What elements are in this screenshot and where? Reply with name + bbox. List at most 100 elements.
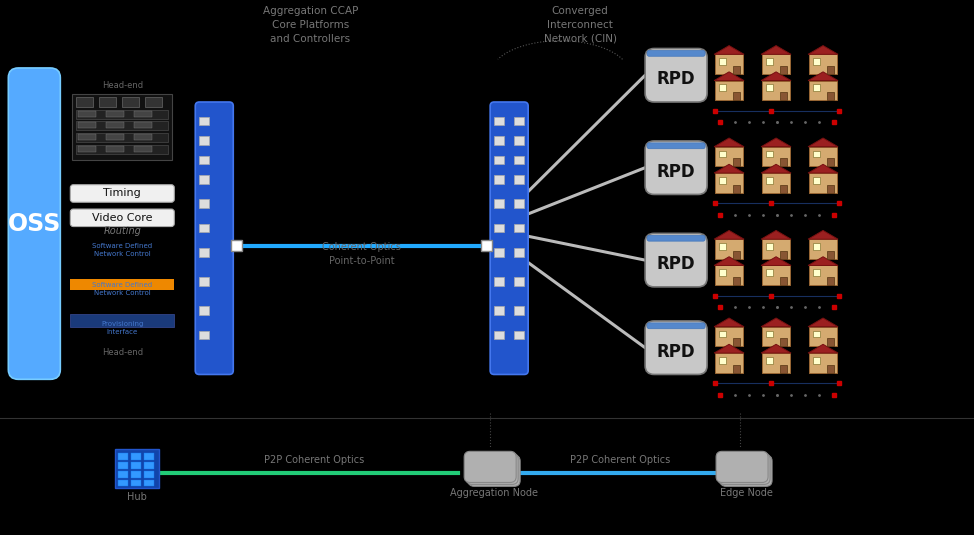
Bar [780, 158, 787, 166]
FancyBboxPatch shape [716, 452, 768, 483]
Bar [118, 479, 129, 486]
Bar [200, 224, 209, 232]
Bar [131, 453, 141, 460]
Polygon shape [761, 164, 791, 173]
Text: Software Defined
Network Control: Software Defined Network Control [93, 282, 152, 296]
Bar [733, 66, 740, 74]
Polygon shape [808, 45, 838, 55]
Bar [514, 307, 524, 315]
FancyBboxPatch shape [9, 68, 60, 379]
Bar [715, 81, 743, 100]
Bar [813, 243, 820, 250]
Bar [762, 239, 790, 258]
Bar [514, 200, 524, 208]
Polygon shape [714, 257, 744, 265]
FancyBboxPatch shape [718, 453, 770, 484]
Bar [780, 185, 787, 193]
Bar [767, 269, 773, 276]
FancyBboxPatch shape [647, 235, 705, 241]
FancyBboxPatch shape [645, 141, 707, 194]
Bar [809, 327, 837, 346]
Text: Head-end: Head-end [101, 348, 143, 357]
Bar [106, 146, 125, 151]
Bar [809, 81, 837, 100]
Polygon shape [808, 164, 838, 173]
Bar [780, 251, 787, 258]
Bar [76, 133, 169, 142]
Bar [106, 111, 125, 117]
Bar [762, 55, 790, 74]
Bar [809, 265, 837, 285]
Bar [118, 471, 129, 478]
Polygon shape [714, 164, 744, 173]
Polygon shape [761, 318, 791, 327]
Bar [494, 307, 505, 315]
Bar [767, 243, 773, 250]
Bar [200, 136, 209, 145]
Bar [200, 117, 209, 125]
Bar [715, 147, 743, 166]
Bar [813, 331, 820, 338]
Bar [134, 134, 152, 140]
Text: Video Core: Video Core [93, 213, 153, 223]
Bar [715, 327, 743, 346]
Bar [131, 462, 141, 469]
Text: Routing: Routing [103, 226, 141, 236]
Bar [827, 158, 834, 166]
Polygon shape [761, 345, 791, 353]
FancyBboxPatch shape [465, 452, 516, 483]
Bar [514, 136, 524, 145]
Bar [813, 269, 820, 276]
Bar [733, 185, 740, 193]
Text: Converged
Interconnect
Network (CIN): Converged Interconnect Network (CIN) [543, 6, 617, 44]
Bar [144, 453, 154, 460]
FancyBboxPatch shape [645, 321, 707, 374]
Bar [767, 58, 773, 65]
Bar [762, 81, 790, 100]
FancyBboxPatch shape [645, 49, 707, 102]
Bar [514, 175, 524, 184]
Bar [78, 123, 96, 128]
Bar [715, 55, 743, 74]
Bar [809, 353, 837, 372]
FancyBboxPatch shape [490, 102, 528, 374]
Bar [813, 58, 820, 65]
FancyBboxPatch shape [647, 50, 705, 56]
Polygon shape [808, 318, 838, 327]
Polygon shape [808, 257, 838, 265]
Bar [514, 224, 524, 232]
Bar [809, 239, 837, 258]
Text: RPD: RPD [656, 163, 695, 181]
Bar [767, 177, 773, 184]
Bar [813, 357, 820, 364]
Polygon shape [714, 138, 744, 147]
Bar [70, 279, 174, 290]
Bar [200, 277, 209, 286]
Bar [134, 146, 152, 151]
FancyBboxPatch shape [645, 233, 707, 287]
Bar [131, 479, 141, 486]
FancyBboxPatch shape [647, 143, 705, 149]
Bar [809, 147, 837, 166]
Bar [767, 85, 773, 91]
Bar [494, 175, 505, 184]
Polygon shape [714, 72, 744, 81]
FancyBboxPatch shape [70, 185, 174, 202]
Bar [145, 97, 163, 107]
Bar [494, 117, 505, 125]
Bar [827, 66, 834, 74]
Text: Provisioning
Interface: Provisioning Interface [101, 321, 143, 334]
Bar [144, 471, 154, 478]
Bar [200, 156, 209, 164]
Polygon shape [808, 231, 838, 239]
Bar [827, 365, 834, 372]
Bar [809, 55, 837, 74]
Bar [780, 365, 787, 372]
Bar [762, 173, 790, 193]
Bar [514, 156, 524, 164]
Bar [78, 111, 96, 117]
Bar [813, 85, 820, 91]
Bar [144, 479, 154, 486]
Bar [719, 58, 726, 65]
Polygon shape [761, 72, 791, 81]
